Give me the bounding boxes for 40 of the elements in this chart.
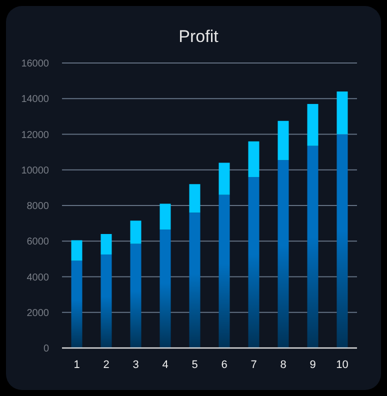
bar	[160, 204, 171, 230]
bar	[160, 230, 171, 348]
bar	[248, 177, 260, 348]
y-tick-label: 10000	[21, 165, 50, 176]
x-tick-label: 1	[74, 359, 80, 371]
y-tick-label: 16000	[21, 58, 50, 70]
bar	[336, 92, 348, 134]
bar	[218, 194, 230, 348]
bar	[100, 234, 112, 254]
y-tick-label: 2000	[26, 308, 50, 319]
x-tick-label: 8	[280, 359, 286, 371]
y-tick-label: 0	[43, 344, 50, 354]
y-tick-label: 14000	[21, 94, 50, 106]
bar	[100, 254, 112, 348]
x-tick-label: 2	[103, 359, 110, 371]
bar	[278, 160, 289, 348]
bar	[336, 134, 348, 348]
bar	[307, 146, 318, 348]
y-tick-label: 4000	[26, 272, 50, 284]
bar	[130, 220, 142, 244]
bar	[307, 104, 318, 146]
y-tick-label: 6000	[26, 236, 50, 248]
x-tick-label: 7	[250, 359, 257, 371]
x-tick-label: 3	[132, 359, 139, 371]
bar	[248, 141, 260, 177]
y-tick-label: 12000	[21, 130, 50, 141]
chart-title: Profit	[178, 27, 219, 46]
bar	[71, 240, 82, 261]
bar	[71, 260, 82, 348]
x-tick-label: 10	[336, 359, 348, 371]
y-tick-label: 8000	[26, 201, 50, 212]
x-tick-label: 4	[162, 359, 168, 371]
bar	[189, 212, 200, 348]
bar	[278, 120, 289, 160]
x-tick-label: 9	[310, 359, 316, 371]
x-tick-label: 6	[221, 359, 228, 371]
bar	[130, 244, 142, 348]
bar	[189, 184, 200, 213]
bar	[218, 162, 230, 195]
x-tick-label: 5	[192, 359, 198, 371]
